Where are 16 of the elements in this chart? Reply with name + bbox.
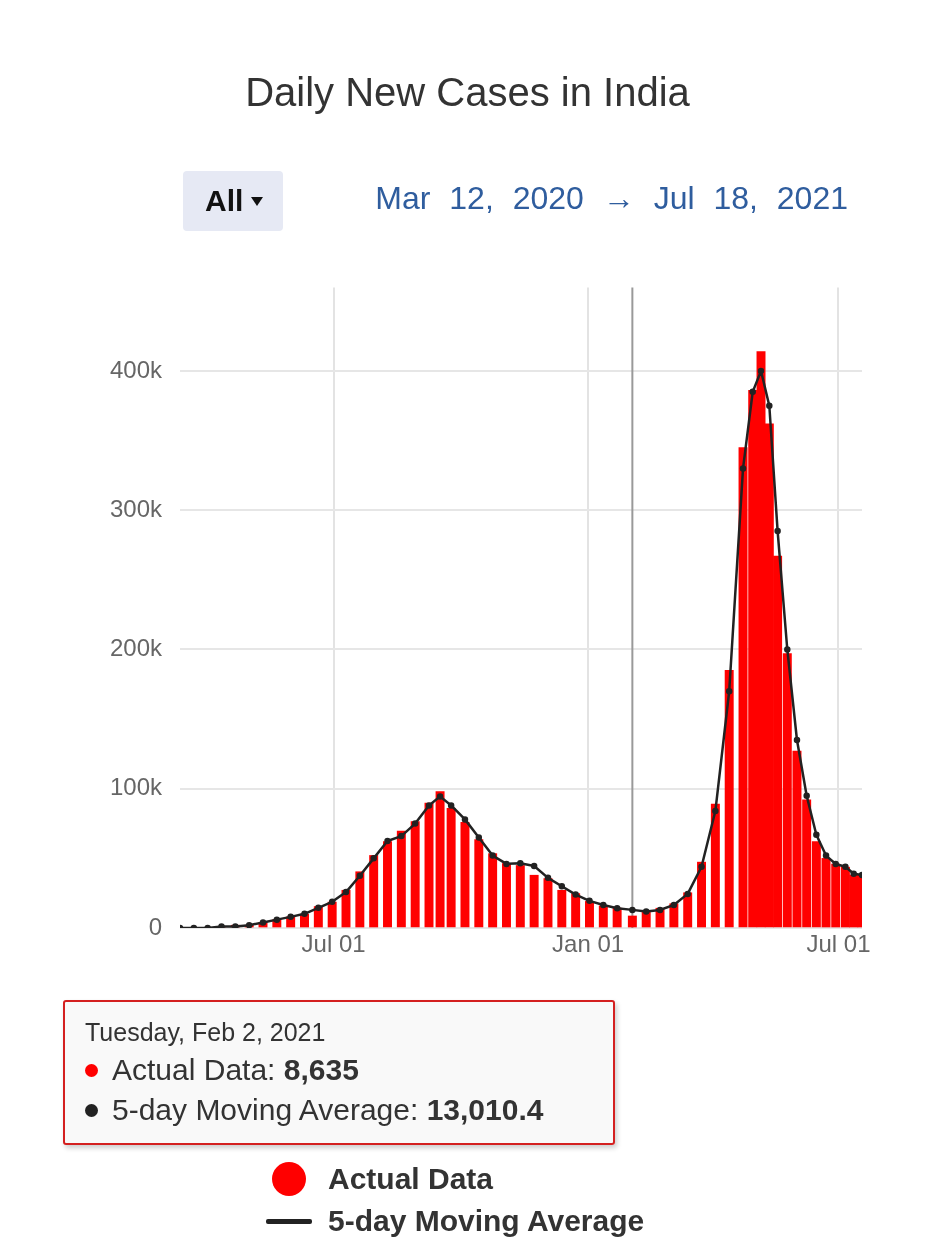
- chart-title: Daily New Cases in India: [244, 70, 691, 115]
- x-tick-label: Jul 01: [806, 930, 871, 958]
- y-tick-label: 300k: [109, 494, 163, 522]
- text: Tuesday, Feb 2, 2021: [85, 1018, 327, 1047]
- chart-subtitle: Mar 12, 2020 → Jul 18, 2021: [375, 180, 848, 217]
- y-tick-label: 100k: [109, 773, 163, 801]
- legend-label: 5-day Moving Average: [328, 1204, 645, 1238]
- x-tick-label: Jan 01: [552, 930, 625, 958]
- text: Actual Data: 8,635: [112, 1053, 359, 1087]
- y-tick-label: 0: [148, 912, 162, 940]
- text: All: [205, 183, 244, 219]
- y-tick-label: 400k: [109, 355, 163, 383]
- legend-label: Actual Data: [328, 1162, 494, 1196]
- x-tick-label: Jul 01: [301, 930, 366, 958]
- y-tick-label: 200k: [109, 634, 163, 662]
- text: 5-day Moving Average: 13,010.4: [112, 1093, 544, 1127]
